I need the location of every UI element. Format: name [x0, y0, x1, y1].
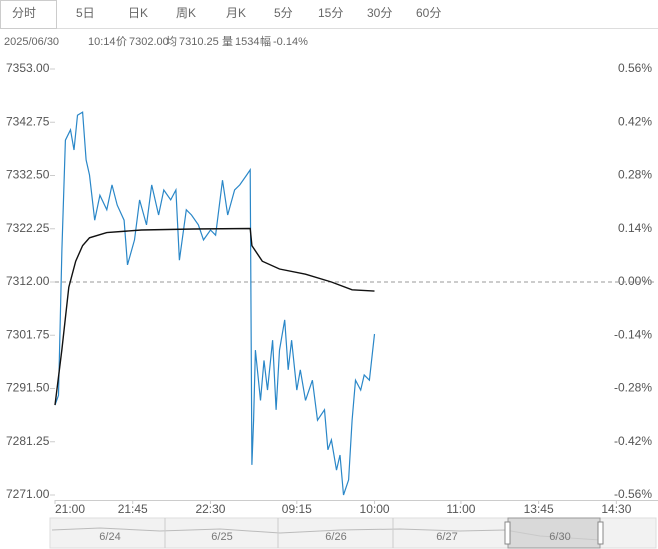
- y2-tick-label: -0.56%: [614, 487, 652, 501]
- info-label: 量: [222, 35, 233, 48]
- info-label: 幅: [260, 35, 271, 48]
- info-volume: 1534: [235, 36, 259, 48]
- y2-tick-label: 0.00%: [618, 274, 652, 288]
- tab[interactable]: 30分: [367, 6, 392, 20]
- tab[interactable]: 5分: [274, 6, 293, 20]
- info-avg: 7310.25: [179, 36, 219, 48]
- tab[interactable]: 分时: [12, 6, 36, 20]
- x-tick-label: 21:45: [118, 502, 148, 516]
- navigator-window[interactable]: [507, 517, 601, 549]
- x-tick-label: 22:30: [195, 502, 225, 516]
- navigator-label: 6/25: [211, 531, 232, 543]
- info-line: 2025/06/30 10:14 价 7302.00 均 7310.25 量 1…: [4, 35, 308, 48]
- y-tick-label: 7271.00: [6, 487, 50, 501]
- x-tick-label: 21:00: [55, 502, 85, 516]
- y-tick-label: 7291.50: [6, 381, 50, 395]
- x-tick-label: 14:30: [601, 502, 631, 516]
- tab-bar: 分时 5日 日K 周K 月K 5分 15分 30分 60分: [0, 0, 441, 29]
- tab[interactable]: 月K: [226, 6, 246, 20]
- y-tick-label: 7332.50: [6, 168, 50, 182]
- tab[interactable]: 60分: [416, 6, 441, 20]
- navigator-label: 6/27: [436, 531, 457, 543]
- y-tick-label: 7312.00: [6, 274, 50, 288]
- info-price: 7302.00: [129, 36, 169, 48]
- average-line: [54, 227, 375, 406]
- x-tick-label: 09:15: [282, 502, 312, 516]
- navigator-handle[interactable]: [597, 521, 604, 545]
- x-tick-label: 10:00: [360, 502, 390, 516]
- tab[interactable]: 周K: [176, 6, 196, 20]
- info-time: 10:14: [88, 36, 116, 48]
- tab[interactable]: 5日: [76, 6, 95, 20]
- active-tab-box: [0, 0, 57, 29]
- y2-tick-label: 0.28%: [618, 168, 652, 182]
- navigator-handle[interactable]: [504, 521, 511, 545]
- tab[interactable]: 15分: [318, 6, 343, 20]
- navigator-label: 6/26: [325, 531, 346, 543]
- navigator-label: 6/24: [99, 531, 120, 543]
- y-tick-label: 7353.00: [6, 61, 50, 75]
- navigator-label: 6/30: [549, 531, 570, 543]
- price-line: [54, 111, 376, 496]
- info-label: 价: [116, 35, 127, 48]
- navigator-labels: 6/24 6/25 6/26 6/27 6/30: [99, 531, 570, 543]
- x-tick-label: 13:45: [524, 502, 554, 516]
- y2-tick-label: -0.42%: [614, 434, 652, 448]
- x-tick-label: 11:00: [446, 502, 475, 516]
- y2-tick-label: 0.42%: [618, 114, 652, 128]
- y2-tick-label: -0.28%: [614, 381, 652, 395]
- y-tick-label: 7342.75: [6, 114, 50, 128]
- plot: 7271.00 7281.25 7291.50 7301.75 7312.00 7322.…: [6, 61, 655, 516]
- y-tick-label: 7322.25: [6, 221, 50, 235]
- y-tick-label: 7301.75: [6, 327, 50, 341]
- info-date: 2025/06/30: [4, 36, 59, 48]
- info-label: 均: [166, 35, 177, 48]
- tab[interactable]: 日K: [128, 6, 148, 20]
- y2-tick-label: -0.14%: [614, 327, 652, 341]
- y-tick-label: 7281.25: [6, 434, 50, 448]
- navigator: [49, 517, 657, 549]
- info-amplitude: -0.14%: [273, 36, 308, 48]
- y2-tick-label: 0.56%: [618, 61, 652, 75]
- y2-tick-label: 0.14%: [618, 221, 652, 235]
